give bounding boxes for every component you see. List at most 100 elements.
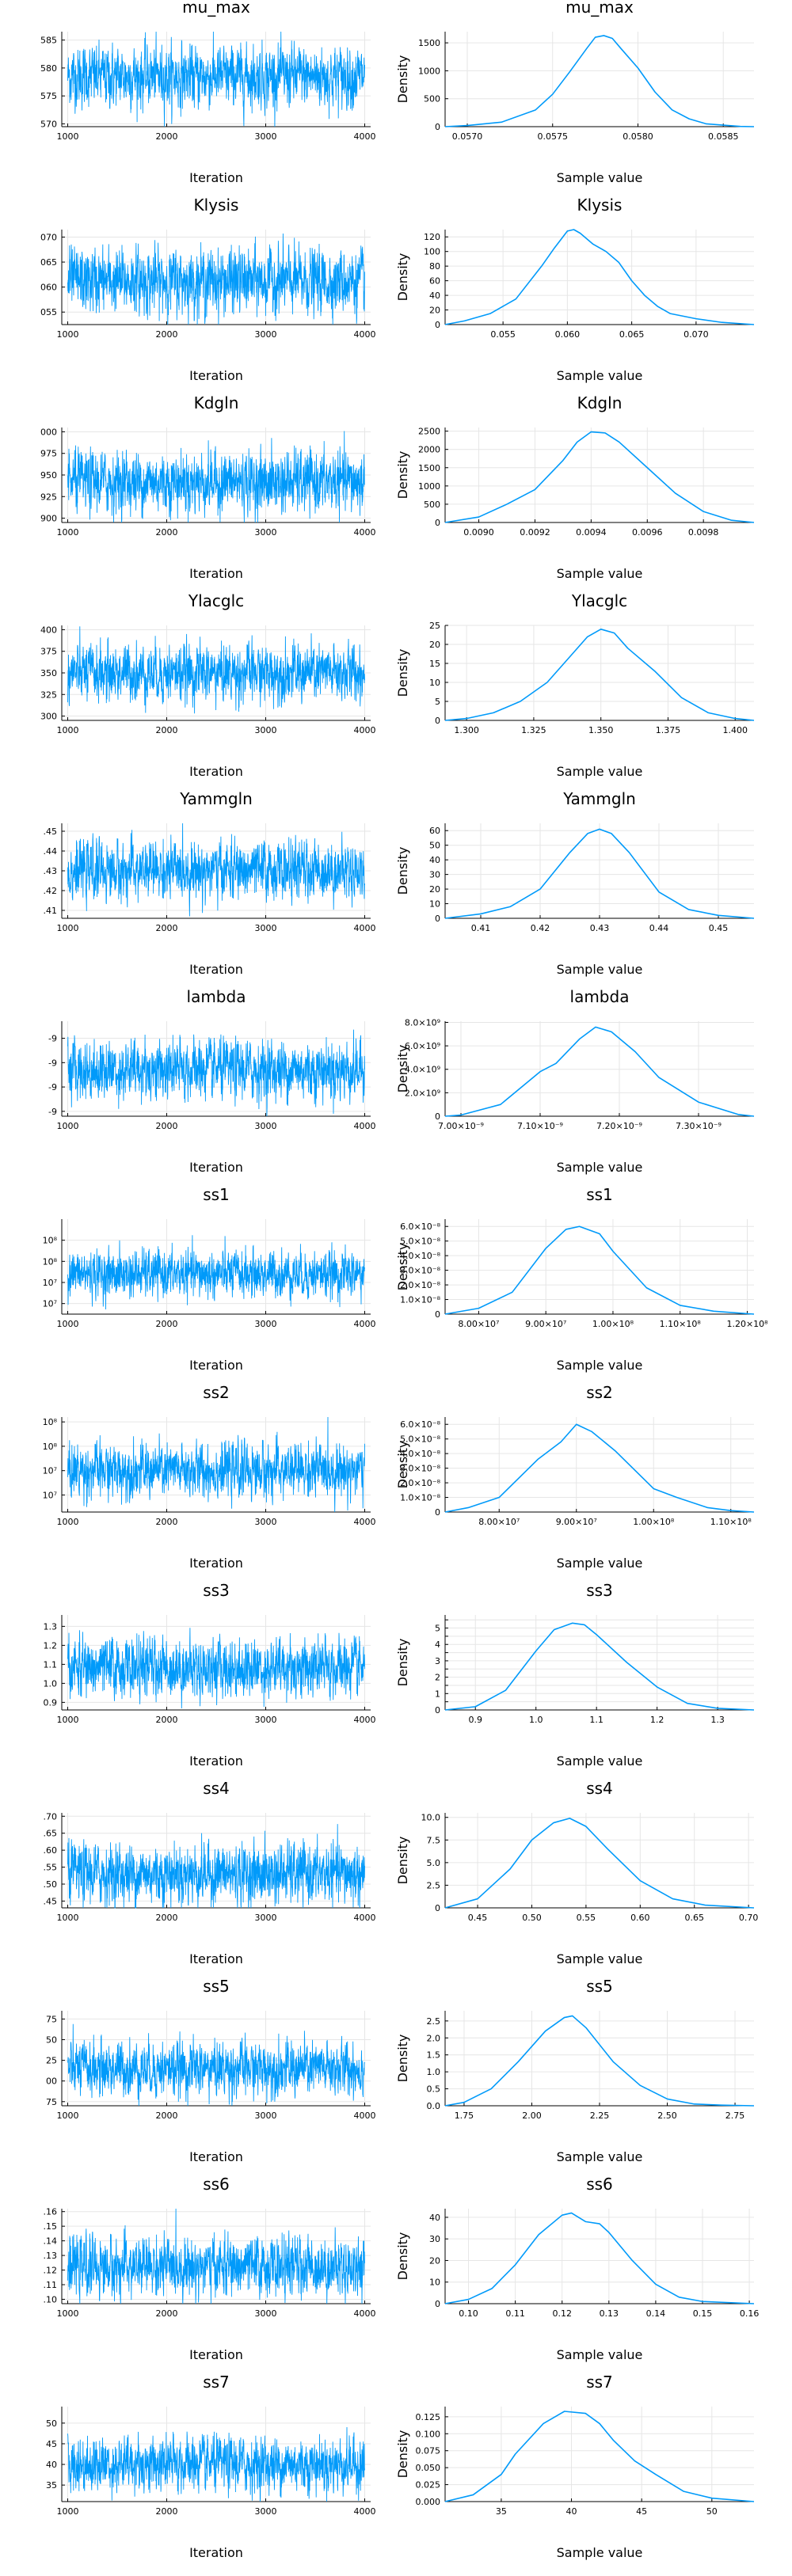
x-tick-label: 2000 bbox=[156, 329, 178, 340]
x-tick-label: 8.00×10⁷ bbox=[458, 1319, 499, 1329]
x-tick-label: 0.42 bbox=[531, 923, 550, 933]
panel-density-ss1: 8.00×10⁷ 9.00×10⁷ 1.00×10⁸ 1.10×10⁸ 1.20×10⁸… bbox=[395, 1185, 768, 1373]
density-curve bbox=[444, 2212, 755, 2304]
y-tick-label: 575 bbox=[40, 91, 57, 101]
x-tick-label: 3000 bbox=[255, 725, 277, 735]
y-tick-label: 1.0 bbox=[44, 1678, 58, 1689]
x-tick-label: 0.0580 bbox=[623, 131, 653, 142]
y-tick-label: .44 bbox=[44, 846, 58, 857]
x-tick-label: 0.065 bbox=[619, 329, 645, 340]
y-tick-label: 10⁷ bbox=[43, 1490, 57, 1500]
y-tick-label: 1000 bbox=[418, 481, 440, 492]
x-tick-label: 1000 bbox=[57, 1319, 79, 1329]
x-axis-label: Sample value bbox=[557, 1160, 643, 1175]
panel-density-klysis: 0.055 0.060 0.065 0.070 0 20 40 60 80 100 120 Klysi… bbox=[395, 196, 755, 383]
density-curve bbox=[444, 1423, 755, 1513]
y-tick-label: 50 bbox=[46, 2035, 57, 2046]
x-axis-label: Iteration bbox=[189, 2545, 243, 2560]
panel-title: Yammgln bbox=[562, 789, 636, 808]
x-tick-label: 4000 bbox=[354, 527, 376, 538]
y-tick-label: 75 bbox=[46, 2014, 57, 2024]
density-curve bbox=[444, 1818, 755, 1909]
y-axis-label: Density bbox=[395, 1837, 410, 1885]
x-tick-label: 7.10×10⁻⁹ bbox=[517, 1121, 563, 1131]
x-tick-label: 2000 bbox=[156, 2506, 178, 2517]
y-tick-label: 0.5 bbox=[427, 2084, 441, 2095]
x-tick-label: 0.45 bbox=[709, 923, 729, 933]
panel-density-ss7: 35 40 45 50 0.000 0.025 0.050 0.075 0.100 0.125 ss… bbox=[395, 2373, 755, 2560]
x-tick-label: 1.75 bbox=[455, 2111, 474, 2121]
x-axis-label: Iteration bbox=[189, 962, 243, 977]
panel-trace-yammgln: 1000 2000 3000 4000 .41 .42 .43 .44 .45 Yammgln It… bbox=[44, 789, 376, 977]
x-axis-label: Iteration bbox=[189, 764, 243, 779]
y-tick-label: 6.0×10⁻⁸ bbox=[400, 1419, 441, 1430]
x-tick-label: 1000 bbox=[57, 1913, 79, 1923]
x-tick-label: 1.3 bbox=[710, 1715, 725, 1725]
x-tick-label: 0.055 bbox=[490, 329, 516, 340]
x-axis-label: Iteration bbox=[189, 1951, 243, 1966]
y-tick-label: 10⁸ bbox=[43, 1236, 58, 1246]
y-axis-label: Density bbox=[395, 253, 410, 302]
x-tick-label: 1.375 bbox=[656, 725, 681, 735]
y-tick-label: .45 bbox=[44, 1896, 58, 1906]
y-tick-label: 10⁸ bbox=[43, 1256, 58, 1267]
y-tick-label: 500 bbox=[424, 94, 440, 104]
y-tick-label: 15 bbox=[429, 659, 440, 669]
x-tick-label: 2.25 bbox=[590, 2111, 610, 2121]
x-tick-label: 4000 bbox=[354, 1913, 376, 1923]
x-tick-label: 0.55 bbox=[577, 1913, 596, 1923]
y-tick-label: 3 bbox=[435, 1656, 440, 1666]
x-tick-label: 4000 bbox=[354, 725, 376, 735]
x-axis-label: Iteration bbox=[189, 1753, 243, 1769]
y-tick-label: 0 bbox=[435, 122, 440, 132]
panel-title: lambda bbox=[570, 987, 630, 1006]
panel-trace-lambda: 1000 2000 3000 4000 -9 -9 -9 -9 lambda Iteration bbox=[48, 987, 375, 1175]
panel-title: ss2 bbox=[586, 1383, 613, 1402]
y-tick-label: 10⁷ bbox=[43, 1466, 57, 1476]
x-tick-label: 1.2 bbox=[650, 1715, 664, 1725]
y-tick-label: 2.0×10⁻⁸ bbox=[400, 1478, 441, 1488]
density-curve bbox=[444, 1622, 755, 1711]
x-tick-label: 1.350 bbox=[588, 725, 614, 735]
x-axis-label: Sample value bbox=[557, 1358, 643, 1373]
x-tick-label: 4000 bbox=[354, 2308, 376, 2319]
x-tick-label: 1.300 bbox=[454, 725, 479, 735]
y-tick-label: 20 bbox=[429, 884, 440, 895]
panel-density-lambda: 7.00×10⁻⁹ 7.10×10⁻⁹ 7.20×10⁻⁹ 7.30×10⁻⁹ 0 2.0… bbox=[395, 987, 755, 1175]
y-tick-label: 0 bbox=[435, 1903, 440, 1913]
y-tick-label: 5.0×10⁻⁸ bbox=[400, 1237, 441, 1247]
y-tick-label: 1500 bbox=[418, 463, 440, 473]
y-tick-label: .11 bbox=[44, 2280, 58, 2290]
y-tick-label: 10.0 bbox=[421, 1813, 441, 1823]
trace-line bbox=[67, 823, 365, 917]
x-tick-label: 45 bbox=[636, 2506, 647, 2517]
y-tick-label: 1.2 bbox=[44, 1640, 58, 1651]
y-tick-label: .16 bbox=[44, 2207, 58, 2217]
panel-title: ss6 bbox=[203, 2175, 230, 2194]
y-tick-label: 2.0×10⁹ bbox=[405, 1088, 440, 1098]
y-tick-label: 20 bbox=[429, 640, 440, 650]
y-tick-label: 35 bbox=[46, 2480, 57, 2491]
y-tick-label: 2.5 bbox=[427, 2016, 441, 2027]
panel-density-ylacglc: 1.300 1.325 1.350 1.375 1.400 0 5 10 15 20 25 Ylacg… bbox=[395, 591, 755, 779]
panel-title: ss1 bbox=[203, 1185, 230, 1204]
x-axis-label: Sample value bbox=[557, 1951, 643, 1966]
panel-trace-kdgln: 1000 2000 3000 4000 900 925 950 975 000 Kdgln Iter… bbox=[40, 393, 376, 581]
y-tick-label: 6.0×10⁻⁸ bbox=[400, 1222, 441, 1232]
x-tick-label: 2000 bbox=[156, 1121, 178, 1131]
x-tick-label: 2000 bbox=[156, 1319, 178, 1329]
panel-title: ss4 bbox=[203, 1779, 230, 1798]
x-tick-label: 4000 bbox=[354, 923, 376, 933]
x-tick-label: 0.060 bbox=[555, 329, 581, 340]
density-curve bbox=[444, 35, 755, 127]
y-tick-label: 40 bbox=[46, 2460, 57, 2470]
density-curve bbox=[444, 1026, 755, 1117]
x-tick-label: 0.0096 bbox=[632, 527, 663, 538]
y-tick-label: 10 bbox=[429, 899, 440, 910]
panel-title: Kdgln bbox=[577, 393, 623, 412]
y-tick-label: 25 bbox=[46, 2056, 57, 2066]
y-tick-label: -9 bbox=[48, 1034, 57, 1044]
y-axis-label: Density bbox=[395, 2232, 410, 2281]
y-tick-label: 0 bbox=[435, 1111, 440, 1122]
x-tick-label: 1000 bbox=[57, 1121, 79, 1131]
